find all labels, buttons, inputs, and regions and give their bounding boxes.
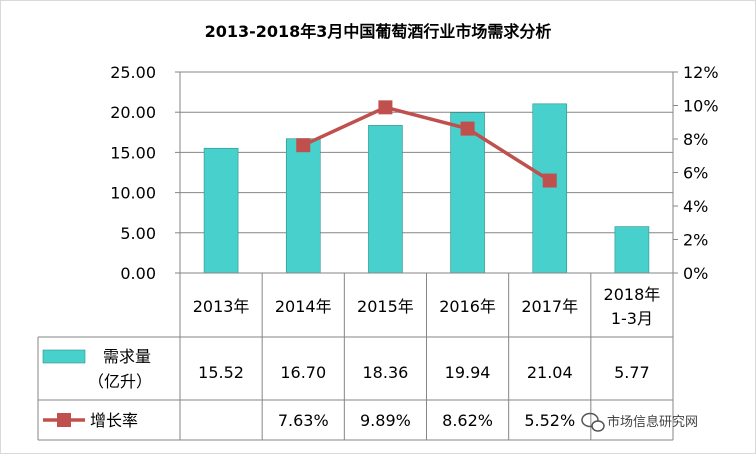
- demand-value: 18.36: [363, 363, 409, 382]
- bar: [614, 226, 650, 274]
- y-right-tick-label: 2%: [683, 231, 708, 250]
- category-label: 2014年: [275, 297, 332, 316]
- line-marker: [378, 100, 393, 115]
- watermark: 市场信息研究网: [581, 412, 698, 432]
- y-right-tick-label: 10%: [683, 97, 719, 116]
- demand-value: 19.94: [445, 363, 491, 382]
- line-layer: [296, 100, 557, 188]
- category-label: 2013年: [193, 297, 250, 316]
- y-right-tick-label: 8%: [683, 130, 708, 149]
- row-label-demand-unit: （亿升）: [88, 372, 152, 391]
- chart-title: 2013-2018年3月中国葡萄酒行业市场需求分析: [205, 22, 552, 41]
- demand-value: 21.04: [527, 363, 573, 382]
- legend-key-marker: [57, 413, 71, 427]
- demand-value: 16.70: [280, 363, 326, 382]
- y-left-tick-label: 20.00: [110, 103, 156, 122]
- axis-layer: 0.00 5.00 10.00 15.00 20.00 25.00 0% 2% 4% 6% 8% 10…: [110, 63, 719, 440]
- bar: [368, 125, 403, 274]
- growth-value: 9.89%: [360, 411, 411, 430]
- y-right-tick-label: 4%: [683, 197, 708, 216]
- category-label: 2015年: [357, 297, 414, 316]
- series-line: [302, 105, 551, 183]
- category-label: 2018年: [604, 285, 661, 304]
- line-marker: [296, 138, 311, 153]
- demand-value: 15.52: [198, 363, 244, 382]
- y-right-tick-label: 0%: [683, 264, 708, 283]
- y-left-tick-label: 0.00: [120, 264, 156, 283]
- y-left-tick-label: 25.00: [110, 63, 156, 82]
- y-right-tick-label: 6%: [683, 164, 708, 183]
- growth-value: 8.62%: [442, 411, 493, 430]
- legend-key-bar: [42, 349, 86, 364]
- category-label: 2016年: [439, 297, 496, 316]
- wechat-icon: [581, 412, 605, 432]
- category-label: 1-3月: [611, 309, 653, 328]
- y-left-tick-label: 10.00: [110, 184, 156, 203]
- bar: [532, 103, 568, 274]
- line-marker: [460, 121, 475, 136]
- bar: [450, 112, 485, 274]
- y-left-tick-label: 15.00: [110, 143, 156, 162]
- watermark-text: 市场信息研究网: [607, 414, 698, 430]
- line-marker: [542, 173, 557, 188]
- demand-value: 5.77: [614, 363, 650, 382]
- y-left-tick-label: 5.00: [120, 224, 156, 243]
- y-right-tick-label: 12%: [683, 63, 719, 82]
- bar: [285, 138, 321, 274]
- category-label: 2017年: [521, 297, 578, 316]
- growth-value: 7.63%: [278, 411, 329, 430]
- row-label-growth: 增长率: [90, 411, 138, 430]
- row-label-demand: 需求量: [103, 347, 151, 366]
- growth-value: 5.52%: [524, 411, 575, 430]
- bar-layer: [203, 103, 650, 274]
- bar: [203, 147, 239, 274]
